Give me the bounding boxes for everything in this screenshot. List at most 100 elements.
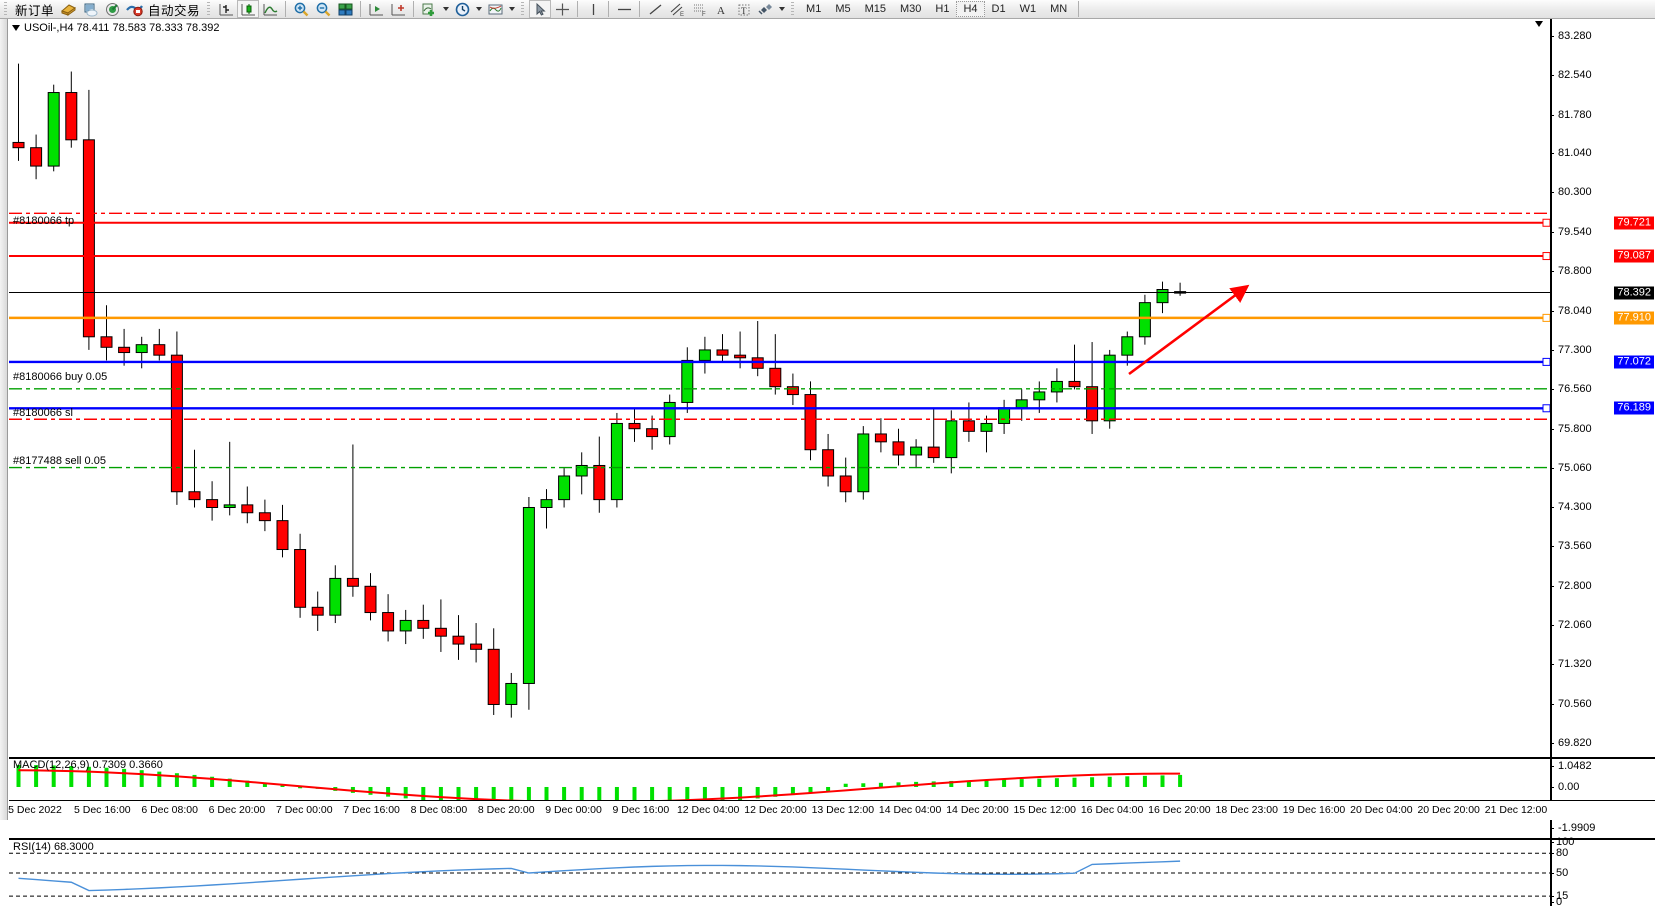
time-tick: 16 Dec 20:00	[1148, 804, 1211, 816]
chart-minimize-icon[interactable]	[1535, 21, 1543, 27]
text-label-icon[interactable]: A	[710, 0, 732, 18]
rsi-tick: 50	[1550, 867, 1655, 879]
price-tick: 71.320	[1550, 658, 1655, 670]
toolbar-grip-4[interactable]	[790, 1, 797, 17]
timeframe-w1[interactable]: W1	[1019, 3, 1037, 15]
bar-chart-icon[interactable]	[215, 0, 237, 18]
terminal-icon[interactable]	[123, 0, 145, 18]
timeframe-h1[interactable]: H1	[935, 3, 950, 15]
price-level-lines	[9, 212, 1551, 469]
svg-text:T: T	[741, 6, 747, 16]
crosshair-icon[interactable]	[551, 0, 573, 18]
toolbar-grip-2[interactable]	[206, 1, 213, 17]
line-chart-icon[interactable]	[259, 0, 281, 18]
pending-price-label[interactable]: 77.910	[1614, 311, 1654, 325]
zoom-out-icon[interactable]	[312, 0, 334, 18]
objects-dropdown-icon[interactable]	[776, 0, 787, 18]
price-tick: 80.300	[1550, 186, 1655, 198]
macd-series	[16, 764, 1183, 808]
timeframe-mn[interactable]: MN	[1050, 3, 1068, 15]
sell-order-price-label[interactable]: 76.189	[1614, 401, 1654, 415]
text-icon[interactable]: T	[732, 0, 754, 18]
price-tick: 70.560	[1550, 698, 1655, 710]
time-tick: 7 Dec 00:00	[275, 804, 333, 816]
toolbar-separator-6	[639, 1, 641, 17]
timeframe-m30[interactable]: M30	[900, 3, 922, 15]
time-tick: 16 Dec 04:00	[1080, 804, 1144, 816]
price-axis[interactable]: 83.280 82.540 81.780 81.040 80.300 79.540 78.8…	[1550, 19, 1655, 757]
trendline-icon[interactable]	[644, 0, 666, 18]
svg-text:F: F	[702, 12, 706, 17]
candlestick-series	[12, 63, 1187, 718]
price-tick: 81.780	[1550, 109, 1655, 121]
rsi-axis: 100 80 50 15 0	[1550, 836, 1655, 908]
objects-icon[interactable]	[754, 0, 776, 18]
time-tick: 20 Dec 20:00	[1417, 804, 1480, 816]
horizontal-line-icon[interactable]	[613, 0, 635, 18]
chart-collapse-icon[interactable]	[12, 25, 20, 31]
timeframe-m1[interactable]: M1	[806, 3, 822, 15]
equidistant-channel-icon[interactable]: E	[666, 0, 688, 18]
order-label-tp[interactable]: #8180066 tp	[13, 215, 75, 228]
rsi-series	[9, 852, 1550, 897]
order-label-sl[interactable]: #8180066 sl	[13, 407, 73, 420]
time-tick: 5 Dec 16:00	[74, 804, 131, 816]
new-order-button[interactable]: 新订单	[15, 3, 55, 18]
templates-dropdown-icon[interactable]	[506, 0, 517, 18]
price-pane[interactable]: #8180066 tp #8180066 buy 0.05 #8180066 sl #…	[9, 19, 1551, 757]
zoom-in-icon[interactable]	[290, 0, 312, 18]
trend-arrow-annotation[interactable]	[9, 19, 1550, 757]
time-tick: 9 Dec 00:00	[545, 804, 602, 816]
toolbar-separator-7	[1078, 1, 1080, 17]
navigator-icon[interactable]	[101, 0, 123, 18]
timeframe-m15[interactable]: M15	[864, 3, 886, 15]
price-tick: 76.560	[1550, 383, 1655, 395]
vertical-line-icon[interactable]	[582, 0, 604, 18]
indicators-dropdown-icon[interactable]	[440, 0, 451, 18]
time-tick: 14 Dec 04:00	[878, 804, 942, 816]
toolbar-grip-3[interactable]	[520, 1, 527, 17]
order-label-buy[interactable]: #8180066 buy 0.05	[13, 370, 108, 383]
data-window-icon[interactable]	[79, 0, 101, 18]
auto-trading-button[interactable]: 自动交易	[148, 3, 201, 18]
tp-price-label[interactable]: 79.721	[1614, 216, 1654, 230]
tile-windows-icon[interactable]	[334, 0, 356, 18]
order-label-sell[interactable]: #8177488 sell 0.05	[13, 454, 106, 467]
toolbar-grip[interactable]	[3, 1, 9, 17]
toolbar-separator-4	[577, 1, 579, 17]
time-axis[interactable]: 5 Dec 2022 5 Dec 16:00 6 Dec 08:00 6 Dec 20…	[8, 800, 1655, 820]
timeframe-m5[interactable]: M5	[835, 3, 851, 15]
chart-shift-icon[interactable]	[387, 0, 409, 18]
chart-symbol-header: USOil-,H4 78.411 78.583 78.333 78.392	[12, 22, 220, 34]
indicators-icon[interactable]	[418, 0, 440, 18]
tp2-price-label[interactable]: 79.087	[1614, 249, 1654, 263]
timeframe-h4[interactable]: H4	[956, 1, 985, 17]
rsi-label: RSI(14) 68.3000	[13, 841, 94, 853]
auto-scroll-icon[interactable]	[365, 0, 387, 18]
price-tick: 74.300	[1550, 501, 1655, 513]
time-tick: 13 Dec 12:00	[811, 804, 875, 816]
time-tick: 6 Dec 08:00	[141, 804, 198, 816]
time-tick: 8 Dec 20:00	[477, 804, 535, 816]
timeframe-d1[interactable]: D1	[991, 3, 1006, 15]
time-tick: 12 Dec 04:00	[676, 804, 740, 816]
rsi-pane[interactable]: RSI(14) 68.3000	[9, 840, 1550, 906]
macd-pane[interactable]: MACD(12,26,9) 0.7309 0.3660	[9, 758, 1550, 838]
candlestick-chart-icon[interactable]	[237, 0, 260, 18]
time-tick: 6 Dec 20:00	[208, 804, 266, 816]
chart-symbol-label: USOil-,H4 78.411 78.583 78.333 78.392	[24, 22, 220, 34]
last-price-label[interactable]: 78.392	[1614, 286, 1654, 300]
market-watch-icon[interactable]	[57, 0, 79, 18]
period-icon[interactable]	[451, 0, 473, 18]
period-dropdown-icon[interactable]	[473, 0, 484, 18]
templates-icon[interactable]	[484, 0, 506, 18]
toolbar-separator-5	[608, 1, 610, 17]
chart-window: USOil-,H4 78.411 78.583 78.333 78.392 #8…	[0, 19, 1655, 908]
buy-order-price-label[interactable]: 77.072	[1614, 355, 1654, 369]
fibonacci-icon[interactable]: F	[688, 0, 710, 18]
price-tick: 72.060	[1550, 619, 1655, 631]
time-tick: 5 Dec 2022	[8, 804, 62, 816]
chart-left-scrollbar[interactable]	[0, 19, 8, 820]
toolbar-separator-2	[360, 1, 362, 17]
cursor-icon[interactable]	[529, 0, 552, 18]
